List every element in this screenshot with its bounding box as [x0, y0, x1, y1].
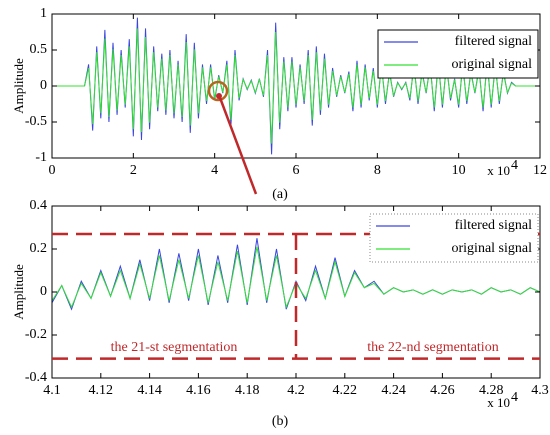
y-tick-label: 0.5 [30, 42, 48, 57]
x-tick-label: 8 [374, 163, 381, 178]
signal-line [52, 17, 540, 155]
y-axis-label: Amplitude [11, 58, 26, 114]
segment-label: the 22-nd segmentation [367, 340, 498, 355]
subplot-label: (a) [272, 187, 288, 202]
x-tick-label: 4.22 [333, 383, 358, 398]
x-tick-label: 4.12 [89, 383, 114, 398]
x-tick-label: 4 [211, 163, 218, 178]
y-tick-label: 0 [40, 284, 47, 299]
y-tick-label: 0.4 [30, 198, 48, 213]
zoom-arrow-head [216, 93, 222, 99]
x-tick-label: 4.24 [381, 383, 406, 398]
x-tick-label: 4.14 [137, 383, 162, 398]
subplot-label: (b) [272, 414, 289, 429]
x-tick-label: 4.28 [479, 383, 504, 398]
x-tick-label: 10 [452, 163, 466, 178]
zoom-arrow [217, 94, 258, 195]
x-tick-label: 4.2 [287, 383, 305, 398]
y-tick-label: 0 [40, 78, 47, 93]
legend-label: original signal [452, 241, 533, 256]
y-tick-label: -0.5 [25, 114, 47, 129]
y-axis-label: Amplitude [11, 264, 26, 320]
plot-b: 4.1 4.12 4.14 4.16 4.18 4.2 4.22 4.24 4.26 4.28 4.… [11, 198, 549, 429]
y-tick-label: 0.2 [30, 241, 48, 256]
signal-line [52, 28, 540, 144]
x-tick-label: 4.26 [430, 383, 455, 398]
x-tick-label: 4.1 [43, 383, 61, 398]
legend-label: original signal [452, 57, 533, 72]
x-tick-label: 4.16 [186, 383, 211, 398]
legend-box [377, 29, 539, 79]
x-tick-label: 12 [533, 163, 547, 178]
y-tick-label: -1 [35, 150, 47, 165]
x-tick-label: 4.18 [235, 383, 260, 398]
segment-label: the 21-st segmentation [111, 340, 238, 355]
x-multiplier: x 10 [487, 395, 510, 410]
x-tick-label: 0 [49, 163, 56, 178]
y-tick-label: -0.4 [25, 370, 47, 385]
x-multiplier-exp: 4 [511, 390, 518, 405]
x-tick-label: 2 [130, 163, 137, 178]
x-multiplier: x 10 [487, 163, 510, 178]
legend-box [369, 213, 539, 263]
x-tick-label: 6 [293, 163, 300, 178]
x-multiplier-exp: 4 [511, 158, 518, 173]
y-tick-label: 1 [40, 6, 47, 21]
x-tick-label: 4.3 [531, 383, 549, 398]
zoom-circle [207, 80, 229, 102]
legend-label: filtered signal [455, 34, 532, 49]
y-tick-label: -0.2 [25, 327, 47, 342]
legend-label: filtered signal [455, 218, 532, 233]
